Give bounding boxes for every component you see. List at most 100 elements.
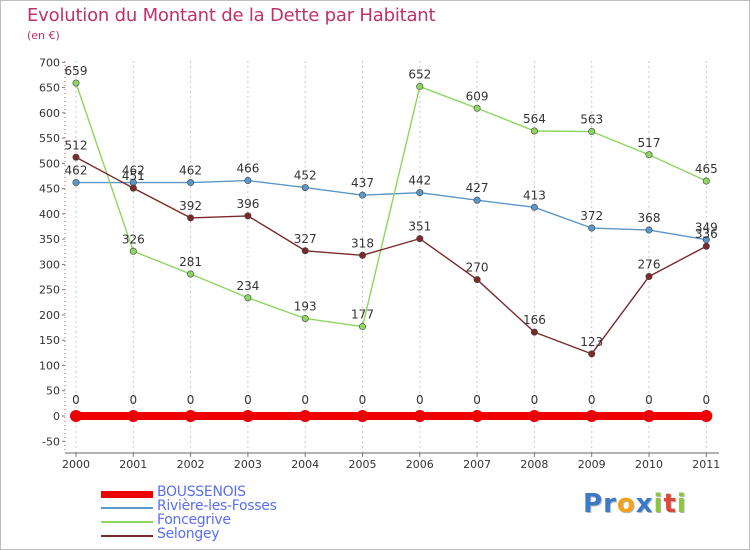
data-label: 564 <box>523 112 546 126</box>
y-tick-label: 0 <box>53 410 60 423</box>
legend-swatch <box>101 507 153 509</box>
x-tick-label: 2006 <box>406 458 434 471</box>
y-tick-label: 50 <box>46 385 60 398</box>
logo-letter: i <box>676 489 687 519</box>
y-tick-label: 450 <box>39 183 60 196</box>
y-tick-label: -50 <box>42 435 60 448</box>
data-label: 166 <box>523 313 546 327</box>
data-label: 427 <box>466 181 489 195</box>
data-label: 396 <box>236 197 259 211</box>
data-label: 368 <box>638 211 661 225</box>
data-label: 392 <box>179 199 202 213</box>
data-label: 0 <box>702 393 710 407</box>
data-point <box>356 410 369 422</box>
series-line-rivi-re-les-fosses <box>75 179 707 241</box>
x-tick-label: 2001 <box>119 458 147 471</box>
data-label: 281 <box>179 255 202 269</box>
data-label: 327 <box>294 232 317 246</box>
data-point <box>645 151 653 159</box>
data-label: 349 <box>695 221 718 235</box>
data-label: 609 <box>466 89 489 103</box>
data-point <box>244 212 252 220</box>
data-point <box>416 83 424 91</box>
legend-label: Rivière-les-Fosses <box>157 498 277 514</box>
legend-label: Selongey <box>157 526 220 542</box>
y-tick-label: 300 <box>39 258 60 271</box>
data-label: 452 <box>294 169 317 183</box>
legend-swatch <box>101 490 153 498</box>
data-label: 123 <box>580 335 603 349</box>
data-point <box>358 191 366 199</box>
x-tick-label: 2008 <box>520 458 548 471</box>
y-tick-label: 550 <box>39 132 60 145</box>
data-label: 276 <box>638 258 661 272</box>
data-point <box>471 410 484 422</box>
data-label: 0 <box>359 393 367 407</box>
data-point <box>129 184 137 192</box>
data-point <box>473 196 481 204</box>
data-point <box>702 177 710 185</box>
data-point <box>645 273 653 281</box>
y-tick-label: 400 <box>39 208 60 221</box>
data-label: 0 <box>416 393 424 407</box>
data-label: 318 <box>351 236 374 250</box>
x-tick-label: 2003 <box>234 458 262 471</box>
proxiti-logo: Proxiti <box>583 489 687 519</box>
chart-title: Evolution du Montant de la Dette par Hab… <box>27 5 436 26</box>
data-point <box>244 177 252 185</box>
data-point <box>358 323 366 331</box>
x-tick-label: 2005 <box>349 458 377 471</box>
data-point <box>127 410 140 422</box>
logo-letter: x <box>635 489 654 519</box>
legend-swatch <box>101 535 153 537</box>
data-point <box>530 127 538 135</box>
data-point <box>588 224 596 232</box>
data-point <box>588 128 596 136</box>
data-label: 517 <box>638 136 661 150</box>
data-point <box>301 247 309 255</box>
data-point <box>643 410 655 422</box>
y-tick-label: 150 <box>39 334 60 347</box>
data-label: 0 <box>588 393 596 407</box>
data-label: 659 <box>65 64 88 78</box>
data-label: 466 <box>236 162 259 176</box>
logo-letter: P <box>583 489 604 519</box>
data-point <box>301 184 309 192</box>
data-label: 0 <box>187 393 195 407</box>
data-label: 462 <box>122 164 145 178</box>
data-point <box>585 410 598 422</box>
data-label: 413 <box>523 188 546 202</box>
data-label: 0 <box>129 393 137 407</box>
y-tick-label: 650 <box>39 82 60 95</box>
data-label: 451 <box>122 169 145 183</box>
data-label: 193 <box>294 299 317 313</box>
y-tick-label: 100 <box>39 359 60 372</box>
data-point <box>72 153 80 161</box>
data-label: 0 <box>645 393 653 407</box>
y-tick-label: 200 <box>39 309 60 322</box>
series-line-foncegrive <box>75 82 707 328</box>
logo-letter: t <box>663 489 677 519</box>
data-label: 0 <box>531 393 539 407</box>
data-point <box>70 410 82 422</box>
data-point <box>184 410 197 422</box>
series-line-selongey <box>75 156 707 355</box>
data-point <box>241 410 254 422</box>
data-label: 326 <box>122 232 145 246</box>
y-tick-label: 500 <box>39 157 60 170</box>
data-point <box>299 410 312 422</box>
data-label: 563 <box>580 113 603 127</box>
data-label: 462 <box>65 164 88 178</box>
data-label: 351 <box>408 220 431 234</box>
y-tick-label: 600 <box>39 107 60 120</box>
data-point <box>473 104 481 112</box>
data-point <box>358 251 366 259</box>
data-label: 512 <box>65 138 88 152</box>
x-tick-label: 2000 <box>62 458 90 471</box>
data-label: 0 <box>301 393 309 407</box>
data-label: 465 <box>695 162 718 176</box>
data-point <box>702 242 710 250</box>
data-point <box>72 179 80 187</box>
data-point <box>187 214 195 222</box>
